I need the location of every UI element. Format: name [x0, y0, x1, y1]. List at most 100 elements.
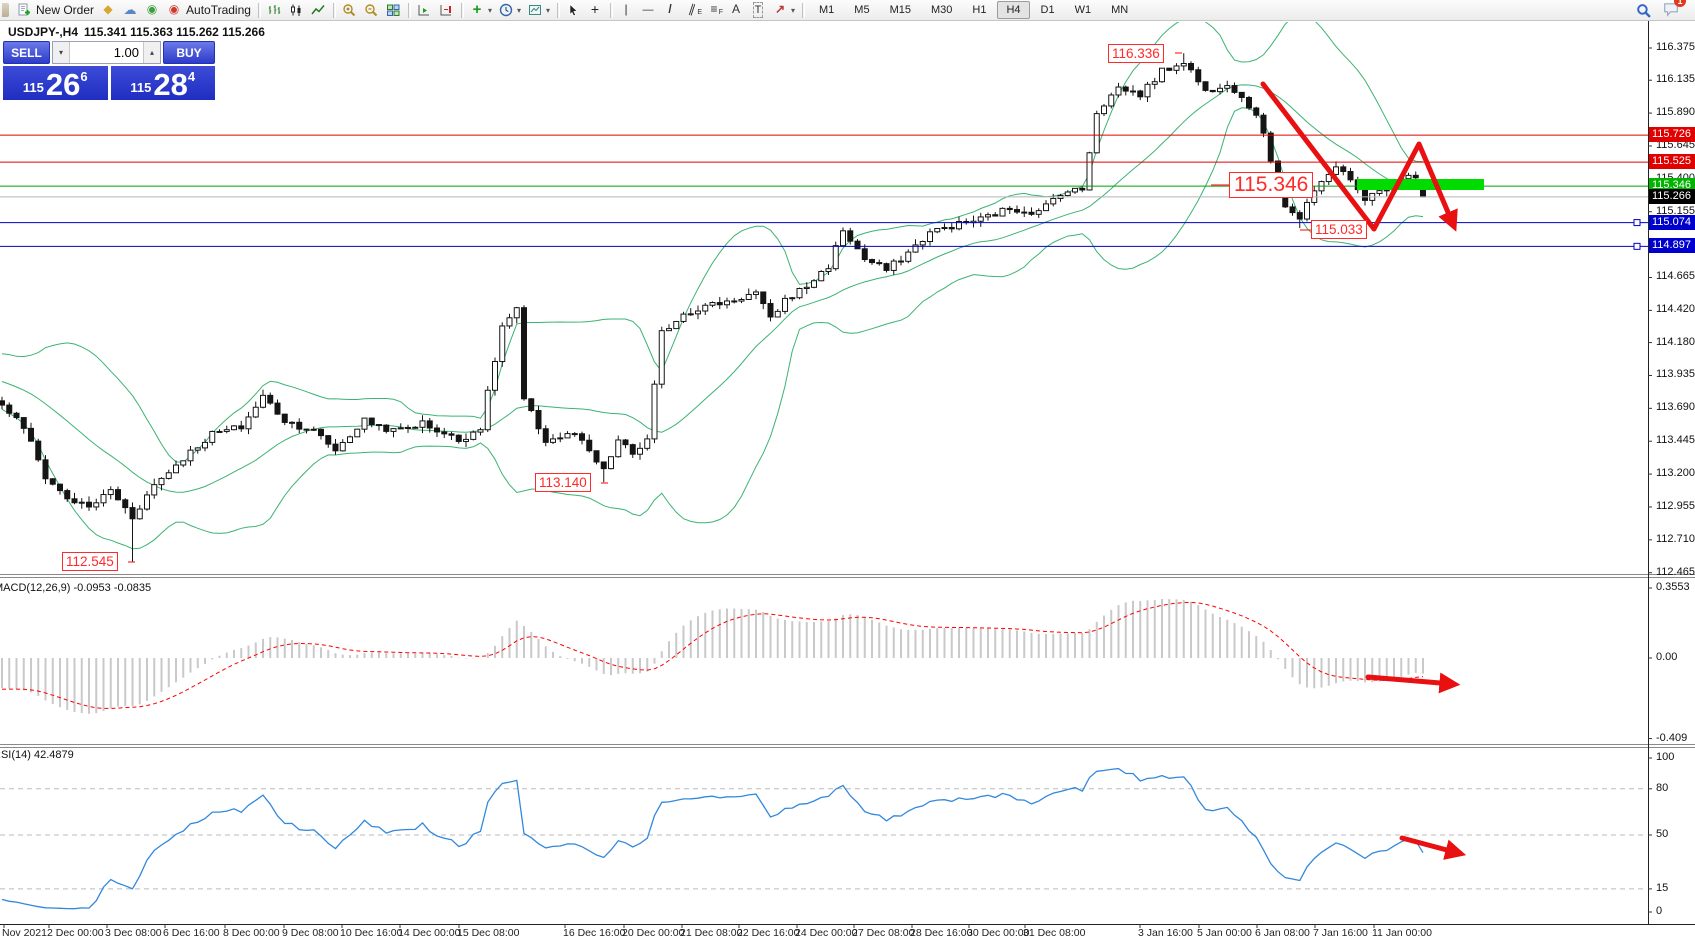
buy-pips: 28 [153, 66, 188, 102]
autotrading-button[interactable]: AutoTrading [163, 1, 254, 20]
toolbar-button-group: New Order AutoTrading [13, 1, 807, 20]
date-axis-label: 2 Dec 00:00 [47, 927, 104, 939]
bollinger-band-d [1, 107, 1424, 550]
vline-icon [618, 2, 634, 18]
hline-handle[interactable] [1633, 219, 1641, 227]
candlestick-chart-button[interactable] [285, 1, 307, 20]
timeframe-d1-button[interactable]: D1 [1040, 4, 1055, 16]
volume-decrease-button[interactable]: ▾ [53, 42, 70, 63]
hline-handle[interactable] [1633, 242, 1641, 250]
cursor-button[interactable] [562, 1, 584, 20]
sell-pips: 26 [45, 66, 81, 102]
date-axis-label: Nov 2021 [2, 927, 47, 939]
date-axis-label: 28 Dec 16:00 [910, 927, 973, 939]
bars-icon [266, 2, 282, 18]
notifications-button[interactable]: 1 [1663, 0, 1686, 21]
volume-increase-button[interactable]: ▴ [143, 42, 160, 63]
price-axis-label: 114.665 [1656, 270, 1695, 283]
red-arrow-rsi[interactable] [1399, 835, 1467, 860]
auto-scroll-button[interactable] [413, 1, 435, 20]
search-icon[interactable] [1635, 2, 1651, 18]
toolbar-right-group: 1 [1635, 0, 1695, 21]
new-order-button[interactable]: New Order [13, 1, 97, 20]
chart-ohlc-values: 115.341 115.363 115.262 115.266 [84, 25, 265, 39]
price-annotation-label[interactable]: 116.336 [1108, 44, 1164, 63]
buy-price-display[interactable]: 115 28 4 [110, 66, 215, 102]
bar-chart-button[interactable] [263, 1, 285, 20]
signals-button[interactable] [141, 1, 163, 20]
line-chart-button[interactable] [307, 1, 329, 20]
price-axis-label: 112.465 [1656, 565, 1695, 578]
hline-icon [640, 2, 656, 18]
linechart-icon [310, 2, 326, 18]
price-annotation-label[interactable]: 112.545 [62, 552, 118, 571]
timeframe-h1-button[interactable]: H1 [972, 4, 987, 16]
tile-icon [385, 2, 401, 18]
macd-axis-label: 0.3553 [1656, 581, 1690, 593]
macd-indicator-label: MACD(12,26,9) -0.0953 -0.0835 [0, 582, 152, 594]
timeframe-m1-button[interactable]: M1 [819, 4, 835, 16]
text-label-button[interactable] [747, 1, 769, 20]
rsi-axis-label: 80 [1656, 781, 1669, 794]
market-button[interactable] [119, 1, 141, 20]
zoom-out-button[interactable] [360, 1, 382, 20]
text-button[interactable] [725, 1, 747, 20]
signals-icon [144, 2, 160, 18]
price-annotation-label[interactable]: 115.033 [1311, 220, 1367, 239]
expert-advisors-button[interactable] [97, 1, 119, 20]
sell-button[interactable]: SELL [3, 41, 50, 64]
date-axis-label: 6 Dec 16:00 [163, 927, 220, 939]
timeframe-mn-button[interactable]: MN [1111, 4, 1129, 16]
periods-button[interactable] [495, 1, 524, 20]
timeframe-h4-button[interactable]: H4 [997, 1, 1030, 19]
zoom-in-button[interactable] [338, 1, 360, 20]
volume-input[interactable] [70, 42, 143, 63]
trendline-button[interactable] [659, 1, 681, 20]
buy-button[interactable]: BUY [163, 41, 215, 64]
red-arrow-macd[interactable] [1365, 672, 1461, 694]
date-axis-label: 31 Dec 08:00 [1023, 927, 1086, 939]
crosshair-button[interactable] [584, 1, 606, 20]
clipped-toolbar-icon [2, 3, 9, 17]
vertical-line-button[interactable] [615, 1, 637, 20]
price-tag: 115.074 [1649, 214, 1695, 230]
indicators-button[interactable] [466, 1, 495, 20]
price-axis-label: 116.135 [1656, 73, 1695, 86]
text-icon [728, 2, 744, 18]
tile-windows-button[interactable] [382, 1, 404, 20]
timeframe-m30-button[interactable]: M30 [930, 4, 953, 16]
rsi-line [1, 767, 1424, 910]
template-icon [527, 2, 543, 18]
red-arrow-main[interactable] [1260, 81, 1458, 232]
price-axis-label: 114.420 [1656, 303, 1695, 316]
green-highlight-bar[interactable] [1357, 179, 1484, 190]
arrows-button[interactable] [769, 1, 798, 20]
cursor-icon [565, 2, 581, 18]
date-axis-label: 11 Jan 00:00 [1372, 927, 1432, 939]
candles [0, 53, 1426, 562]
indicators-icon [469, 2, 485, 18]
templates-button[interactable] [524, 1, 553, 20]
horizontal-line-button[interactable] [637, 1, 659, 20]
price-annotation-label[interactable]: 115.346 [1229, 172, 1314, 198]
toolbar-separator [802, 2, 804, 18]
date-axis-label: 7 Jan 16:00 [1313, 927, 1368, 939]
price-axis-label: 112.955 [1656, 499, 1695, 512]
market-icon [122, 2, 138, 18]
price-tag: 115.266 [1649, 188, 1695, 204]
macd-axis-label: 0.00 [1656, 651, 1678, 663]
timeframe-m15-button[interactable]: M15 [889, 4, 911, 16]
date-axis-label: 6 Jan 08:00 [1255, 927, 1310, 939]
price-annotation-label[interactable]: 113.140 [535, 473, 591, 492]
sell-point: 6 [80, 69, 88, 84]
timeframe-m5-button[interactable]: M5 [854, 4, 870, 16]
toolbar-button-label: New Order [36, 3, 95, 17]
shift-icon [438, 2, 454, 18]
sell-price-display[interactable]: 115 26 6 [3, 66, 108, 100]
autotrading-icon [166, 2, 182, 18]
chart-shift-button[interactable] [435, 1, 457, 20]
fibonacci-button[interactable] [703, 1, 725, 20]
equidistant-channel-button[interactable] [681, 1, 703, 20]
timeframe-w1-button[interactable]: W1 [1074, 4, 1092, 16]
